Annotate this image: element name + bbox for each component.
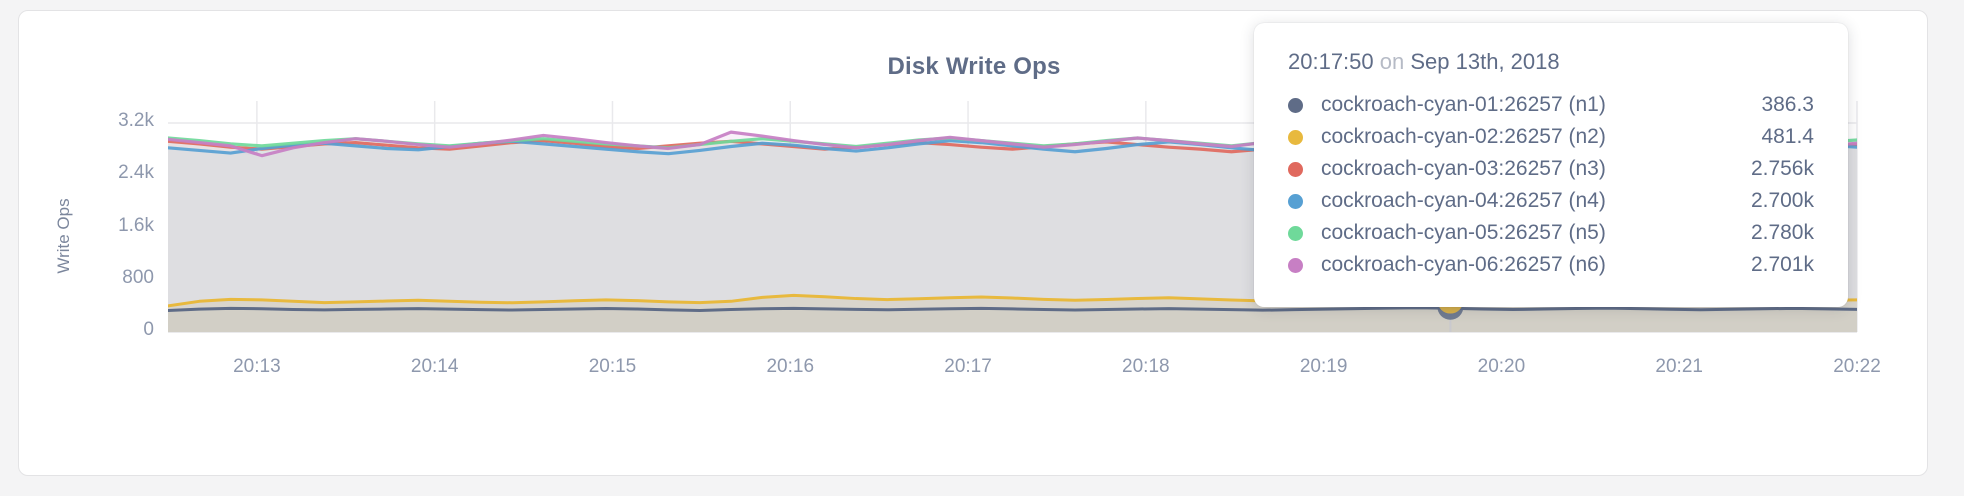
tooltip-series-value: 2.756k [1750, 157, 1814, 180]
x-tick-label: 20:17 [944, 356, 992, 377]
series-color-dot-icon [1288, 97, 1303, 113]
tooltip-series-value: 2.700k [1750, 189, 1814, 212]
series-color-dot-icon [1288, 129, 1303, 145]
tooltip-series-row: cockroach-cyan-01:26257 (n1) 386.3 [1254, 89, 1848, 121]
tooltip-time: 20:17:50 [1288, 49, 1374, 74]
tooltip-series-label: cockroach-cyan-01:26257 (n1) [1321, 93, 1606, 116]
tooltip-series-value: 2.701k [1750, 253, 1814, 276]
x-tick-label: 20:14 [410, 356, 459, 377]
chart-card: Disk Write Ops Write Ops 3.2k 2.4k 1.6k 800… [18, 10, 1928, 476]
page-title: Disk Write Ops [887, 53, 1061, 80]
y-tick-label: 800 [122, 266, 154, 288]
tooltip-series-row: cockroach-cyan-05:26257 (n5) 2.780k [1254, 217, 1848, 249]
tooltip-date: Sep 13th, 2018 [1410, 49, 1560, 74]
x-tick-label: 20:18 [1122, 356, 1170, 377]
tooltip-series-row: cockroach-cyan-06:26257 (n6) 2.701k [1254, 249, 1848, 281]
tooltip-series-label: cockroach-cyan-03:26257 (n3) [1321, 157, 1606, 180]
tooltip-series-row: cockroach-cyan-02:26257 (n2) 481.4 [1254, 121, 1848, 153]
tooltip-series-label: cockroach-cyan-04:26257 (n4) [1321, 189, 1606, 212]
series-color-dot-icon [1288, 161, 1303, 177]
tooltip-header: 20:17:50 on Sep 13th, 2018 [1254, 49, 1848, 89]
tooltip-series-label: cockroach-cyan-06:26257 (n6) [1321, 253, 1606, 276]
y-tick-label: 0 [143, 319, 154, 340]
x-tick-label: 20:21 [1655, 356, 1703, 377]
series-color-dot-icon [1288, 225, 1303, 241]
hover-tooltip: 20:17:50 on Sep 13th, 2018 cockroach-cya… [1254, 23, 1848, 307]
y-tick-label: 2.4k [118, 162, 154, 184]
tooltip-series-list: cockroach-cyan-01:26257 (n1) 386.3 cockroa… [1254, 89, 1848, 281]
y-tick-label: 1.6k [118, 214, 154, 236]
tooltip-series-row: cockroach-cyan-03:26257 (n3) 2.756k [1254, 153, 1848, 185]
x-tick-label: 20:15 [588, 356, 637, 377]
x-tick-label: 20:20 [1477, 356, 1526, 377]
tooltip-series-label: cockroach-cyan-02:26257 (n2) [1321, 125, 1606, 148]
tooltip-series-value: 481.4 [1761, 125, 1814, 148]
series-line [168, 306, 1857, 312]
tooltip-series-value: 2.780k [1750, 221, 1814, 244]
tooltip-on-word: on [1379, 49, 1405, 74]
x-tick-label: 20:22 [1833, 356, 1881, 377]
series-color-dot-icon [1288, 257, 1303, 273]
tooltip-series-row: cockroach-cyan-04:26257 (n4) 2.700k [1254, 185, 1848, 217]
series-color-dot-icon [1288, 193, 1303, 209]
x-tick-label: 20:13 [233, 356, 281, 377]
y-tick-label: 3.2k [118, 110, 154, 131]
x-tick-label: 20:16 [766, 356, 815, 377]
tooltip-series-label: cockroach-cyan-05:26257 (n5) [1321, 221, 1606, 244]
tooltip-series-value: 386.3 [1761, 93, 1814, 116]
x-tick-label: 20:19 [1299, 356, 1348, 377]
